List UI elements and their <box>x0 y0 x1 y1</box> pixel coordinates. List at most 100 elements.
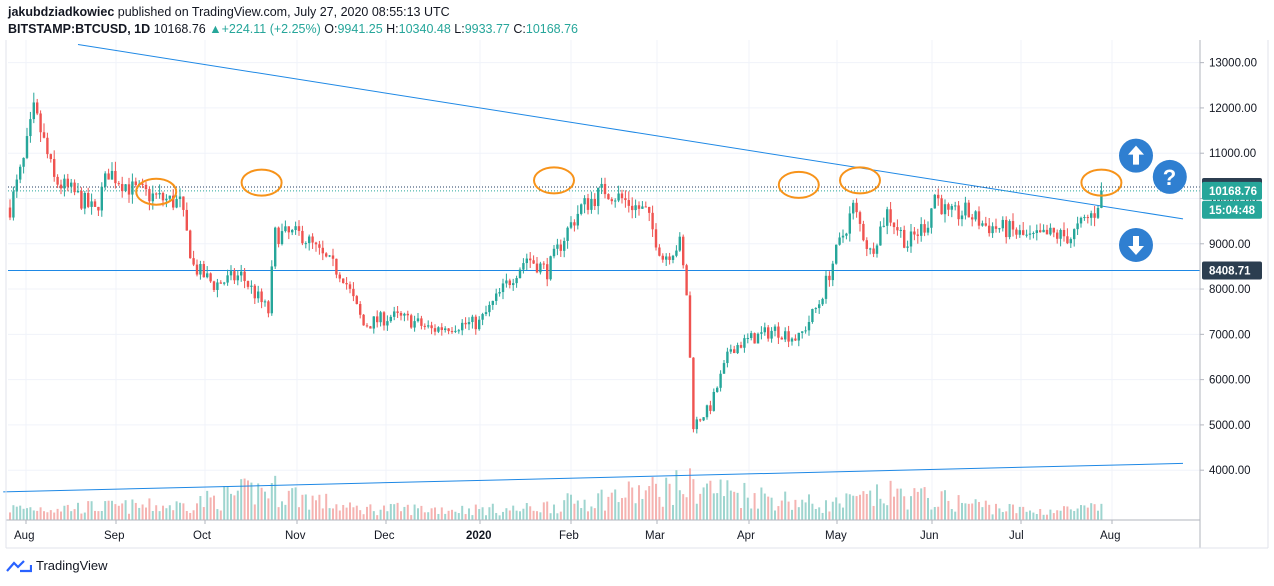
volume-bar <box>988 504 991 520</box>
volume-bar <box>461 505 464 520</box>
candle-body <box>773 326 777 331</box>
candle-body <box>474 316 477 330</box>
price-badge-label: 15:04:48 <box>1209 205 1256 217</box>
candle-body <box>580 204 583 214</box>
candle-body <box>209 273 212 282</box>
candle-body <box>29 119 32 137</box>
volume-bar <box>610 492 613 520</box>
volume-bar <box>230 493 232 520</box>
candle-body <box>433 328 437 332</box>
volume-bar <box>46 512 49 520</box>
candle-body <box>165 198 168 201</box>
candle-body <box>869 248 872 250</box>
candle-body <box>56 176 59 185</box>
volume-bar <box>498 515 501 520</box>
author-name[interactable]: jakubdziadkowiec <box>8 5 115 19</box>
volume-bar <box>872 505 875 520</box>
volume-bar <box>692 479 695 520</box>
volume-bar <box>1001 512 1004 520</box>
high-label: H: <box>386 22 399 36</box>
candle-body <box>515 278 518 284</box>
candle-body <box>858 212 862 224</box>
trend-lines <box>3 44 1184 493</box>
candle-body <box>1066 236 1069 244</box>
volume-bar <box>712 493 715 520</box>
volume-bar <box>791 509 793 520</box>
volume-bar <box>158 511 161 520</box>
volume-bar <box>274 475 277 520</box>
candle-body <box>1056 232 1059 239</box>
candle-body <box>522 263 525 270</box>
volume-bar <box>321 508 324 520</box>
candle-body <box>172 195 175 208</box>
candle-body <box>668 256 671 260</box>
chart-grid <box>8 40 1200 520</box>
price-badge: 15:04:48 <box>1202 200 1262 219</box>
candle-body <box>906 246 909 248</box>
price-badge: 10168.76 <box>1202 181 1262 200</box>
candle-body <box>178 196 182 200</box>
candle-body <box>386 321 389 326</box>
volume-bar <box>757 508 759 520</box>
candle-body <box>478 319 481 330</box>
volume-bar <box>794 499 797 520</box>
volume-bar <box>457 513 460 520</box>
volume-bar <box>301 494 304 520</box>
volume-bar <box>590 506 593 520</box>
candle-body <box>73 182 76 193</box>
candle-body <box>379 312 382 323</box>
candle-body <box>325 253 328 257</box>
volume-bar <box>573 503 576 520</box>
candle-body <box>981 223 984 226</box>
volume-bar <box>1073 510 1076 520</box>
tradingview-brand[interactable]: TradingView <box>36 558 108 573</box>
candle-body <box>569 222 573 228</box>
volume-bar <box>117 505 120 520</box>
candle-body <box>467 322 471 325</box>
candle-body <box>811 309 814 322</box>
volume-bar <box>910 496 912 520</box>
volume-bar <box>138 507 141 520</box>
volume-bar <box>903 496 906 520</box>
volume-bar <box>505 508 508 520</box>
candle-body <box>168 195 171 199</box>
candle-body <box>355 296 358 305</box>
candle-body <box>1042 229 1045 233</box>
candle-body <box>66 178 69 187</box>
volume-bar <box>1042 514 1045 520</box>
candle-body <box>192 258 195 265</box>
volume-bar <box>886 505 889 520</box>
volume-bar <box>1052 513 1055 520</box>
candle-body <box>185 209 188 231</box>
candle-body <box>498 292 501 294</box>
volume-bar <box>770 497 773 520</box>
candle-body <box>25 136 29 158</box>
volume-bar <box>1083 505 1086 520</box>
candle-body <box>671 255 675 260</box>
candle-body <box>722 363 726 374</box>
candle-body <box>933 194 936 209</box>
candle-body <box>420 318 423 326</box>
candle-body <box>641 206 644 209</box>
volume-bar <box>1093 504 1096 520</box>
volume-bar <box>923 487 926 520</box>
volume-bar <box>848 494 851 520</box>
time-tick-label: Dec <box>374 530 395 542</box>
volume-bar <box>641 498 644 520</box>
volume-bar <box>746 497 749 520</box>
volume-bar <box>529 506 532 520</box>
candle-body <box>199 264 202 275</box>
volume-bar <box>406 504 409 520</box>
time-tick-label: Jul <box>1009 530 1024 542</box>
price-tick-label: 13000.00 <box>1209 58 1257 70</box>
symbol-label[interactable]: BITSTAMP:BTCUSD, 1D <box>8 22 151 36</box>
candle-body <box>1032 233 1035 235</box>
candle-body <box>134 181 137 186</box>
volume-bars <box>9 468 1103 520</box>
candle-body <box>848 213 851 234</box>
volume-bar <box>298 507 300 520</box>
volume-bar <box>855 496 858 520</box>
candle-body <box>1049 227 1052 235</box>
volume-bar <box>648 486 651 520</box>
